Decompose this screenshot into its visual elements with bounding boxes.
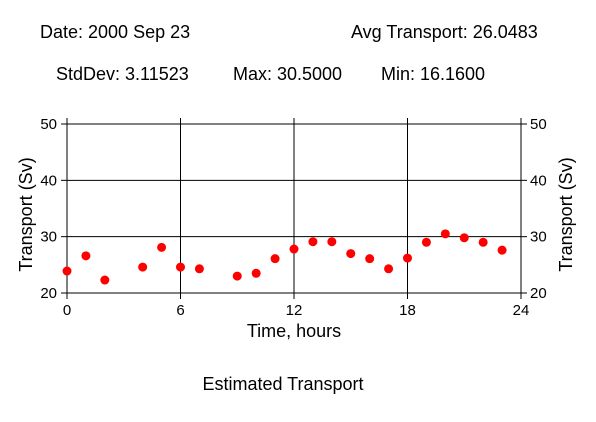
x-tick-label: 12 — [286, 302, 303, 319]
grid-lines — [66, 123, 522, 294]
y-tick-label-left: 40 — [40, 172, 57, 189]
y-tick-label-right: 50 — [530, 116, 547, 133]
data-point — [478, 237, 488, 247]
y-axis-title-right: Transport (Sv) — [556, 157, 576, 271]
y-tick-label-left: 50 — [40, 116, 57, 133]
header-stddev: StdDev: 3.11523 — [56, 64, 189, 84]
x-tick-label: 6 — [176, 302, 184, 319]
data-point — [497, 245, 507, 255]
tick-marks — [61, 118, 527, 299]
x-tick-label: 18 — [399, 302, 416, 319]
data-point — [138, 262, 148, 272]
data-point — [421, 237, 431, 247]
x-tick-label: 24 — [513, 302, 530, 319]
data-point — [270, 254, 280, 264]
header-max: Max: 30.5000 — [233, 64, 343, 84]
data-point — [157, 242, 167, 252]
data-point — [176, 262, 185, 272]
header-min: Min: 16.1600 — [381, 64, 486, 84]
data-point — [403, 253, 412, 263]
data-point — [346, 249, 356, 259]
data-point — [251, 268, 261, 278]
data-point — [81, 251, 91, 261]
data-point — [384, 264, 394, 274]
data-point — [308, 237, 318, 247]
data-point — [440, 229, 450, 239]
data-point — [459, 233, 469, 243]
data-point — [62, 266, 72, 276]
y-tick-label-right: 40 — [530, 172, 547, 189]
y-tick-label-left: 20 — [40, 285, 57, 302]
data-point — [289, 244, 299, 254]
y-tick-label-right: 20 — [530, 285, 547, 302]
x-axis-title: Time, hours — [247, 321, 341, 341]
y-axis-title-left: Transport (Sv) — [16, 157, 36, 271]
data-points — [62, 229, 507, 285]
y-tick-label-right: 30 — [530, 229, 547, 246]
data-point — [232, 271, 242, 281]
data-point — [100, 275, 110, 285]
data-point — [194, 264, 204, 274]
header-avg-transport: Avg Transport: 26.0483 — [351, 22, 538, 42]
data-point — [327, 237, 337, 247]
y-tick-label-left: 30 — [40, 229, 57, 246]
x-tick-label: 0 — [63, 302, 71, 319]
header-date: Date: 2000 Sep 23 — [40, 22, 191, 42]
data-point — [365, 254, 375, 264]
chart-footer-title: Estimated Transport — [202, 374, 364, 394]
